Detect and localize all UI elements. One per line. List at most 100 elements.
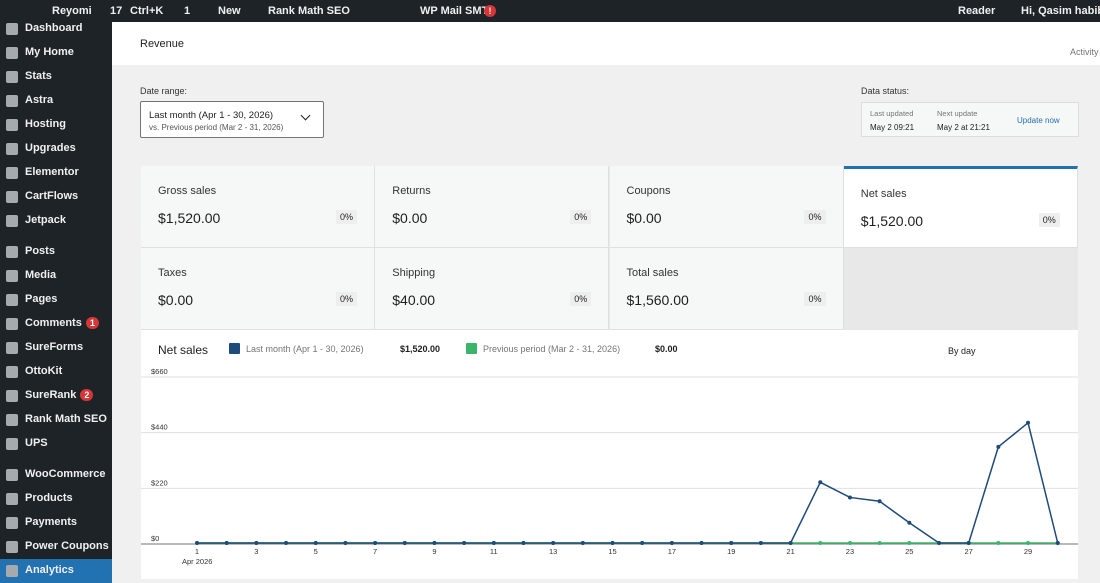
shortcut[interactable]: Ctrl+K bbox=[130, 5, 164, 17]
tile-value: $1,520.00 bbox=[158, 210, 221, 226]
last-updated-value: May 2 09:21 bbox=[870, 123, 915, 132]
menu-label: Analytics bbox=[25, 564, 74, 576]
seo[interactable]: Rank Math SEO bbox=[268, 5, 350, 17]
stat-tile[interactable]: Shipping $40.00 0% bbox=[375, 248, 610, 330]
menu-item[interactable]: UPS bbox=[0, 432, 112, 456]
menu-item[interactable]: SureRank 2 bbox=[0, 384, 112, 408]
x-tick-label: 13 bbox=[549, 547, 557, 556]
menu-item[interactable]: WooCommerce bbox=[0, 463, 112, 487]
menu-badge: 2 bbox=[80, 389, 94, 401]
smtp[interactable]: WP Mail SMTP bbox=[420, 5, 496, 17]
menu-item[interactable]: SureForms bbox=[0, 336, 112, 360]
menu-label: Elementor bbox=[25, 166, 79, 178]
tile-value: $0.00 bbox=[392, 210, 428, 226]
data-point bbox=[996, 541, 1001, 545]
menu-icon bbox=[6, 71, 18, 83]
menu-icon bbox=[6, 342, 18, 354]
menu-item[interactable]: Dashboard bbox=[0, 17, 112, 41]
data-point bbox=[1026, 420, 1031, 425]
chart-panel: Net sales Last month (Apr 1 - 30, 2026) $… bbox=[141, 330, 1078, 579]
activity[interactable]: Activity bbox=[1070, 47, 1099, 57]
menu-item[interactable]: Power Coupons bbox=[0, 535, 112, 559]
comments[interactable]: 1 bbox=[184, 5, 191, 17]
data-point bbox=[432, 541, 437, 545]
page-title: Revenue bbox=[140, 38, 185, 50]
menu-item[interactable]: Posts bbox=[0, 240, 112, 264]
x-tick-label: 23 bbox=[846, 547, 854, 556]
menu-item[interactable]: Media bbox=[0, 264, 112, 288]
menu-item[interactable]: CartFlows bbox=[0, 185, 112, 209]
new[interactable]: New bbox=[218, 5, 241, 17]
site-name[interactable]: Reyomi bbox=[52, 5, 92, 17]
tile-change: 0% bbox=[570, 210, 592, 224]
menu-item[interactable]: Hosting bbox=[0, 113, 112, 137]
menu-icon bbox=[6, 270, 18, 282]
data-point bbox=[907, 520, 912, 525]
menu-item[interactable]: Rank Math SEO bbox=[0, 408, 112, 432]
menu-label: CartFlows bbox=[25, 190, 79, 202]
stat-tile[interactable]: Coupons $0.00 0% bbox=[609, 166, 844, 248]
y-tick-label: $0 bbox=[151, 534, 159, 543]
data-point bbox=[877, 541, 882, 545]
stat-tile[interactable]: Returns $0.00 0% bbox=[375, 166, 610, 248]
legend-checkbox[interactable] bbox=[466, 343, 477, 354]
menu-item[interactable]: Pages bbox=[0, 288, 112, 312]
menu-item[interactable]: Elementor bbox=[0, 161, 112, 185]
updates[interactable]: 17 bbox=[110, 5, 123, 17]
menu-icon bbox=[6, 390, 18, 402]
data-point bbox=[373, 541, 378, 545]
x-tick-label: 15 bbox=[608, 547, 616, 556]
menu-label: Astra bbox=[25, 94, 54, 106]
stat-tile[interactable]: Net sales $1,520.00 0% bbox=[843, 166, 1078, 248]
stat-tile[interactable]: Total sales $1,560.00 0% bbox=[609, 248, 844, 330]
menu-icon bbox=[6, 143, 18, 155]
menu-label: Payments bbox=[25, 516, 77, 528]
data-point bbox=[937, 541, 941, 545]
data-point bbox=[254, 541, 259, 545]
menu-icon bbox=[6, 47, 18, 59]
admin-bar: Reyomi 17 Ctrl+K 1 New Rank Math SEO WP … bbox=[0, 0, 1100, 22]
data-point bbox=[847, 541, 852, 545]
header: Revenue Activity bbox=[112, 22, 1100, 65]
interval-select[interactable]: By day bbox=[948, 346, 976, 356]
menu-item[interactable]: Payments bbox=[0, 511, 112, 535]
menu-badge: 1 bbox=[85, 317, 99, 329]
menu-item[interactable]: My Home bbox=[0, 41, 112, 65]
menu-item[interactable]: Jetpack bbox=[0, 209, 112, 233]
next-update-label: Next update bbox=[937, 109, 978, 118]
y-tick-label: $440 bbox=[151, 423, 168, 432]
x-sublabel: Apr 2026 bbox=[182, 557, 212, 566]
menu-item[interactable]: OttoKit bbox=[0, 360, 112, 384]
menu-label: Media bbox=[25, 269, 57, 281]
data-status-label: Data status: bbox=[861, 86, 910, 96]
legend-name: Last month (Apr 1 - 30, 2026) bbox=[246, 344, 364, 354]
update-now[interactable]: Update now bbox=[1017, 116, 1060, 125]
data-point bbox=[818, 541, 823, 545]
x-tick-label: 7 bbox=[373, 547, 377, 556]
menu-label: Products bbox=[25, 492, 73, 504]
menu-item[interactable]: Products bbox=[0, 487, 112, 511]
menu-label: UPS bbox=[25, 437, 48, 449]
tile-label: Gross sales bbox=[158, 185, 217, 197]
menu-item[interactable]: Astra bbox=[0, 89, 112, 113]
legend-checkbox[interactable] bbox=[229, 343, 240, 354]
date-range-primary: Last month (Apr 1 - 30, 2026) bbox=[149, 110, 274, 121]
menu-item[interactable]: Analytics bbox=[0, 559, 112, 583]
x-tick-label: 25 bbox=[905, 547, 913, 556]
x-tick-label: 29 bbox=[1024, 547, 1032, 556]
data-point bbox=[669, 541, 674, 545]
data-point bbox=[521, 541, 526, 545]
menu-label: My Home bbox=[25, 46, 74, 58]
stat-tile[interactable]: Taxes $0.00 0% bbox=[141, 248, 375, 330]
menu-item[interactable]: Stats bbox=[0, 65, 112, 89]
date-range-picker[interactable]: Last month (Apr 1 - 30, 2026) vs. Previo… bbox=[140, 101, 324, 138]
data-point bbox=[1055, 541, 1060, 545]
menu-label: Hosting bbox=[25, 118, 66, 130]
x-tick-label: 27 bbox=[965, 547, 973, 556]
stat-tile[interactable]: Gross sales $1,520.00 0% bbox=[141, 166, 375, 248]
menu-icon bbox=[6, 95, 18, 107]
menu-item[interactable]: Comments 1 bbox=[0, 312, 112, 336]
greeting[interactable]: Hi, Qasim habib bbox=[1021, 5, 1100, 17]
menu-item[interactable]: Upgrades bbox=[0, 137, 112, 161]
reader[interactable]: Reader bbox=[958, 5, 996, 17]
